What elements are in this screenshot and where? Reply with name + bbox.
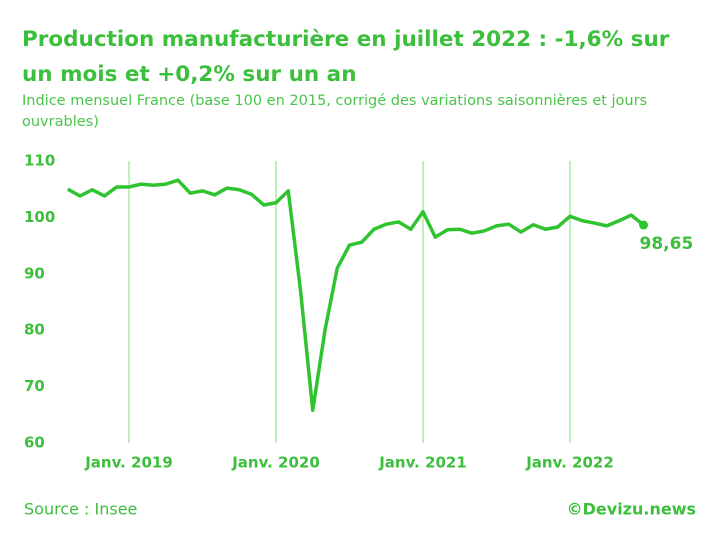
- y-tick-label: 110: [24, 152, 55, 170]
- x-tick-label: Janv. 2019: [84, 454, 173, 472]
- value-label: 98,65: [640, 234, 694, 254]
- y-tick-label: 60: [24, 434, 45, 452]
- y-tick-label: 90: [24, 264, 45, 282]
- point: [639, 220, 648, 230]
- chart-subtitle: Indice mensuel France (base 100 en 2015,…: [22, 93, 648, 130]
- x-tick-label: Janv. 2022: [525, 454, 614, 472]
- credit: ©Devizu.news: [567, 500, 696, 519]
- data-line: [66, 178, 645, 413]
- chart-title: Production manufacturière en juillet 202…: [22, 27, 670, 87]
- y-tick-label: 100: [24, 208, 55, 226]
- y-tick-label: 70: [24, 377, 45, 395]
- source: Source : Insee: [24, 500, 137, 519]
- x-tick-label: Janv. 2021: [378, 454, 467, 472]
- y-tick-label: 80: [24, 321, 45, 339]
- x-tick-label: Janv. 2020: [231, 454, 320, 472]
